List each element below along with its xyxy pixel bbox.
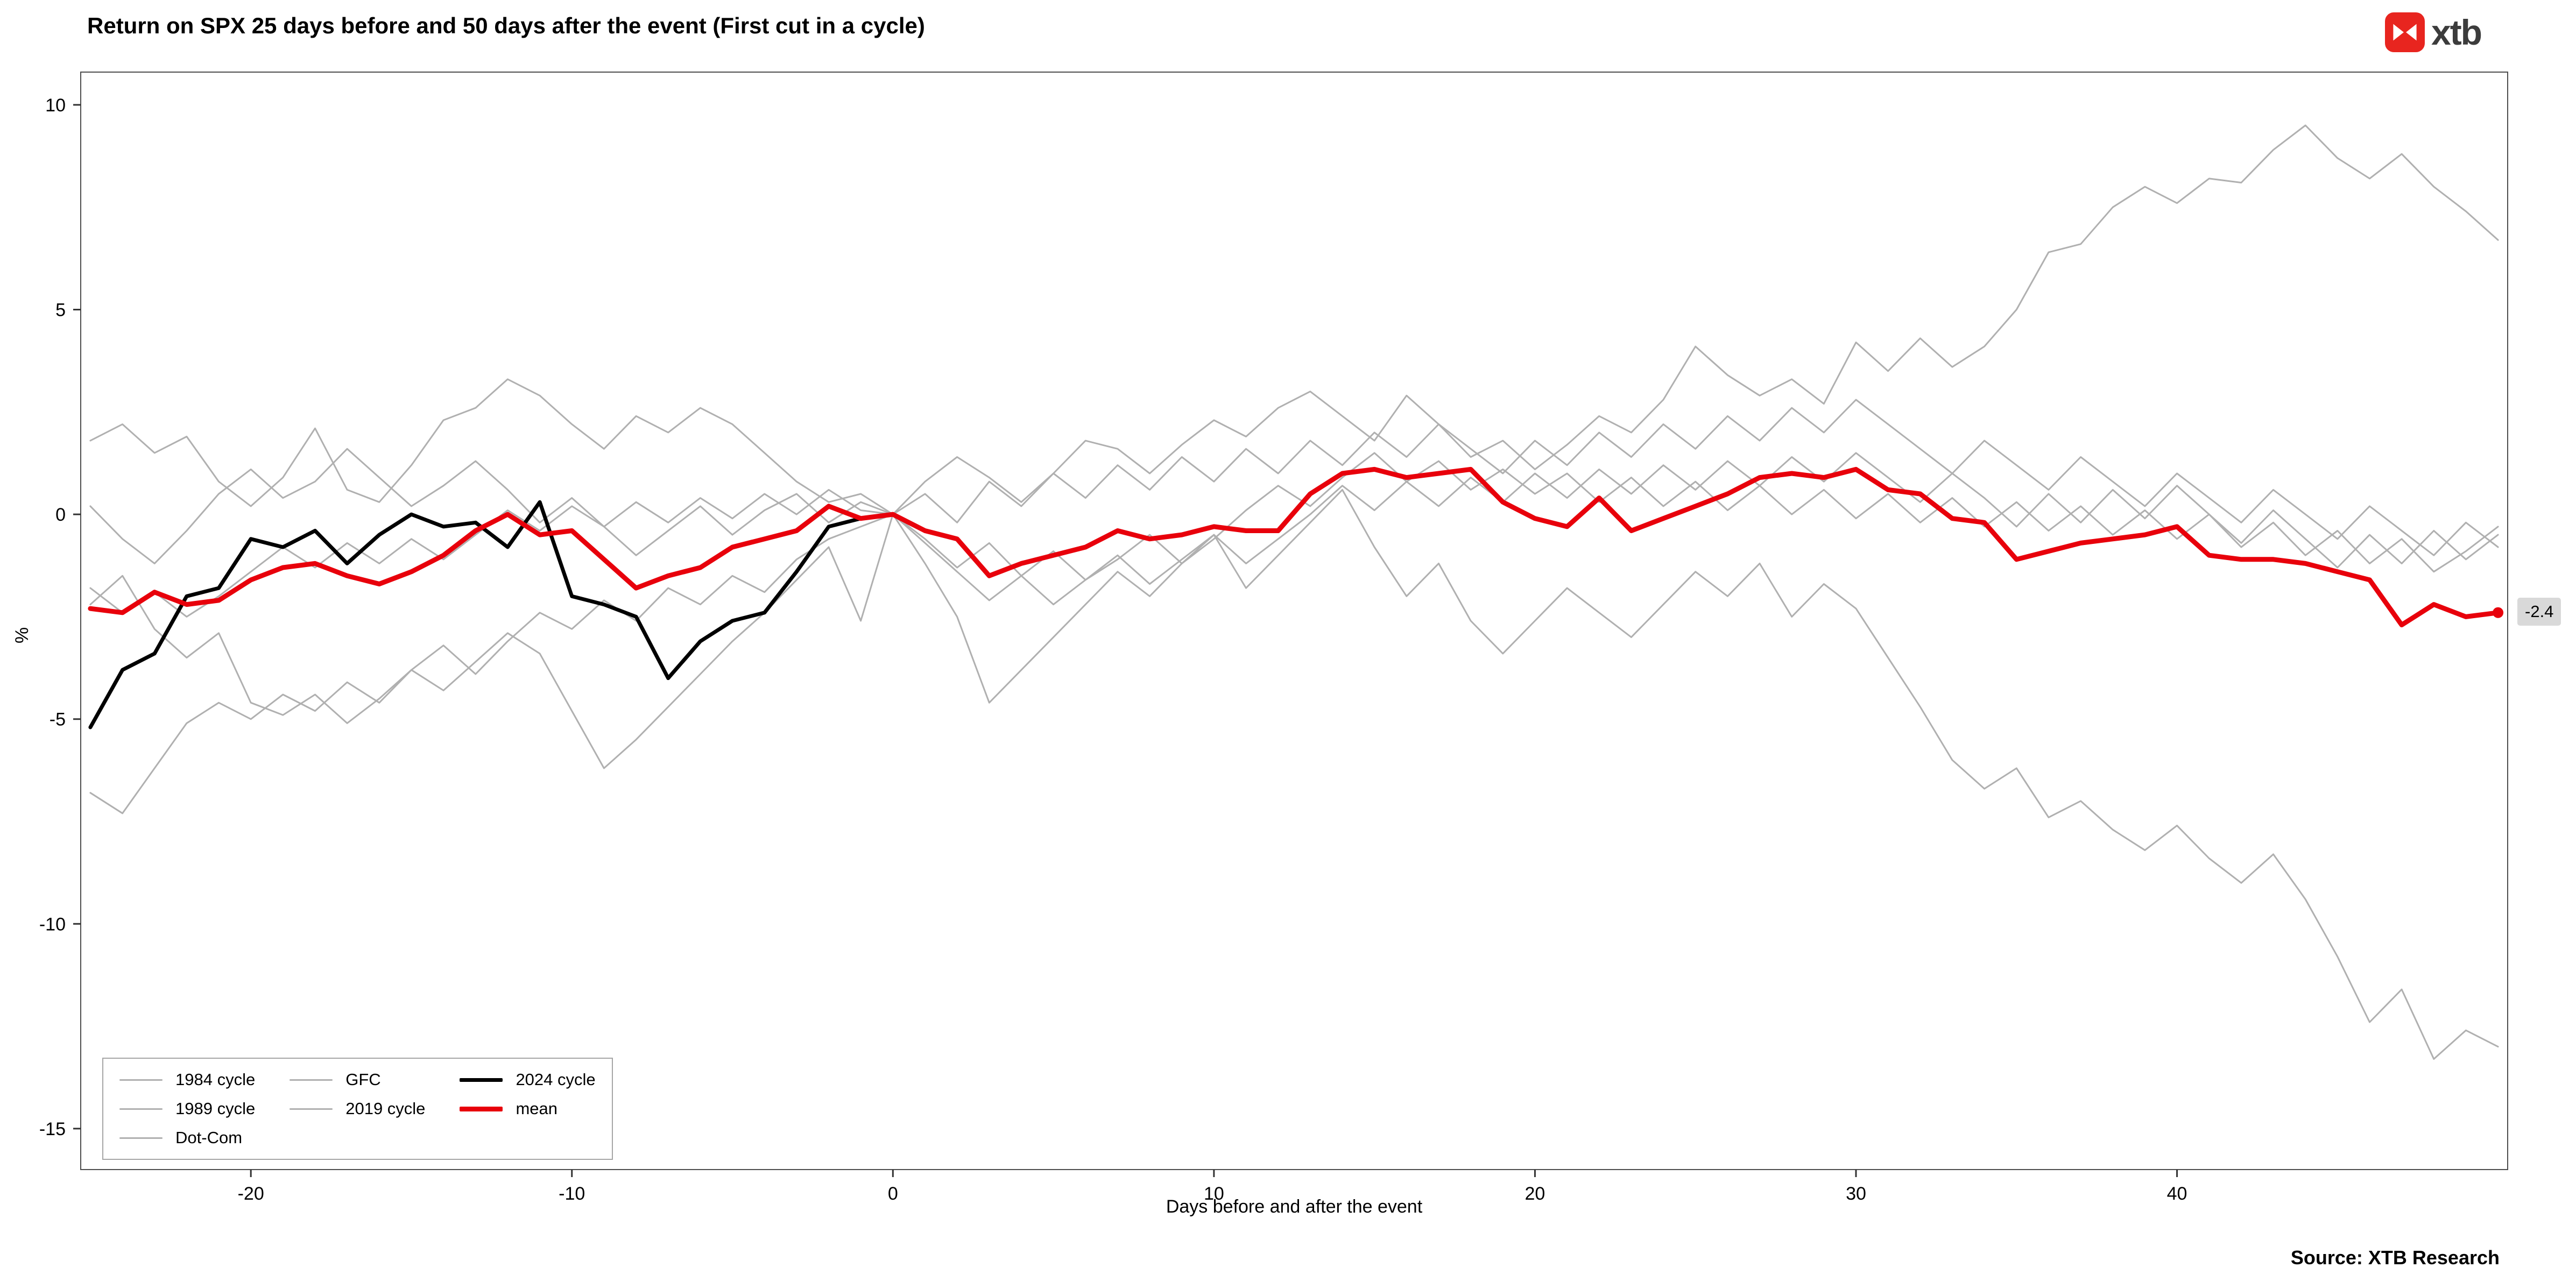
x-tick-label: 30 (1846, 1184, 1866, 1204)
series-dot-com (89, 488, 2499, 1060)
legend-swatch (119, 1137, 163, 1139)
mean-end-value-label: -2.4 (2517, 597, 2561, 626)
legend-column: GFC 2019 cycle (290, 1067, 425, 1150)
mean-end-dot (2493, 607, 2504, 618)
x-tick-label: 0 (888, 1184, 898, 1204)
legend-swatch (460, 1078, 503, 1082)
legend-item: 2019 cycle (290, 1096, 425, 1121)
source-credit: Source: XTB Research (2290, 1246, 2500, 1269)
y-tick-label: 10 (45, 95, 66, 116)
legend-item: Dot-Com (119, 1125, 255, 1150)
xtb-logo-text: xtb (2431, 12, 2482, 52)
y-tick-label: -5 (50, 710, 66, 730)
y-tick-label: 5 (55, 300, 66, 320)
x-tick-label: 10 (1204, 1184, 1224, 1204)
legend-item: 2024 cycle (460, 1067, 596, 1092)
x-tick-label: 40 (2167, 1184, 2187, 1204)
x-tick-label: 20 (1525, 1184, 1545, 1204)
series-1984-cycle (89, 124, 2499, 515)
legend: 1984 cycle 1989 cycle Dot-Com GFC 2019 cycle… (102, 1058, 613, 1160)
x-tick-label: -20 (238, 1184, 264, 1204)
legend-swatch (290, 1108, 333, 1110)
y-tick-label: 0 (55, 505, 66, 525)
legend-label: GFC (345, 1070, 381, 1089)
legend-column: 1984 cycle 1989 cycle Dot-Com (119, 1067, 255, 1150)
legend-label: 1984 cycle (175, 1070, 256, 1089)
x-axis-label: Days before and after the event (1166, 1196, 1423, 1217)
legend-item: 1984 cycle (119, 1067, 255, 1092)
legend-label: 2024 cycle (516, 1070, 596, 1089)
series-2024-cycle (88, 500, 895, 729)
legend-label: 1989 cycle (175, 1099, 256, 1118)
y-tick-label: -10 (39, 914, 66, 934)
xtb-logo-icon (2385, 12, 2425, 52)
legend-label: 2019 cycle (345, 1099, 426, 1118)
series-1989-cycle (89, 448, 2499, 581)
legend-swatch (460, 1106, 503, 1111)
legend-item: 1989 cycle (119, 1096, 255, 1121)
legend-swatch (119, 1108, 163, 1110)
xtb-logo: xtb (2385, 12, 2482, 53)
y-axis-label: % (12, 627, 32, 643)
legend-swatch (119, 1079, 163, 1081)
legend-swatch (290, 1079, 333, 1081)
plot-border (80, 72, 2508, 1170)
legend-label: Dot-Com (175, 1128, 243, 1147)
legend-item: mean (460, 1096, 595, 1121)
series-gfc (89, 399, 2499, 814)
series-mean (88, 466, 2501, 628)
legend-column: 2024 cycle mean (460, 1067, 596, 1150)
x-tick-label: -10 (559, 1184, 585, 1204)
legend-item: GFC (290, 1067, 425, 1092)
y-tick-label: -15 (39, 1119, 66, 1139)
chart-title: Return on SPX 25 days before and 50 days… (87, 13, 925, 38)
legend-label: mean (516, 1099, 557, 1118)
